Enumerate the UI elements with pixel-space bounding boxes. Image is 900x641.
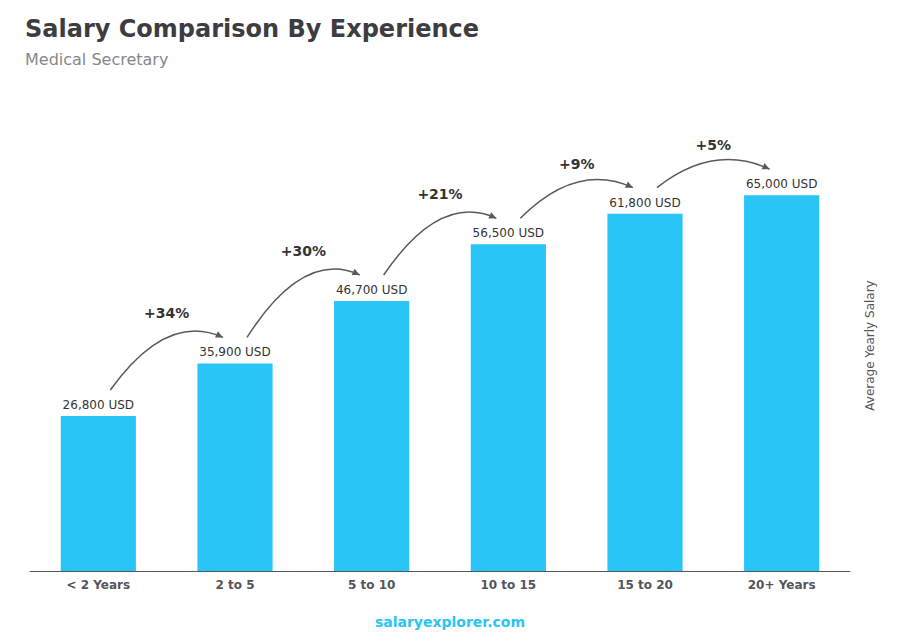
svg-text:5 to 10: 5 to 10 xyxy=(348,578,395,592)
svg-text:+21%: +21% xyxy=(417,186,462,202)
svg-text:+30%: +30% xyxy=(281,243,326,259)
svg-text:61,800 USD: 61,800 USD xyxy=(609,196,680,210)
svg-text:20+ Years: 20+ Years xyxy=(748,578,816,592)
svg-text:+9%: +9% xyxy=(559,156,595,172)
svg-text:+34%: +34% xyxy=(144,305,189,321)
svg-text:15 to 20: 15 to 20 xyxy=(617,578,673,592)
svg-text:+5%: +5% xyxy=(696,137,732,153)
svg-text:35,900 USD: 35,900 USD xyxy=(199,345,270,359)
svg-text:2 to 5: 2 to 5 xyxy=(215,578,254,592)
svg-text:56,500 USD: 56,500 USD xyxy=(473,226,544,240)
svg-text:26,800 USD: 26,800 USD xyxy=(63,398,134,412)
svg-text:65,000 USD: 65,000 USD xyxy=(746,177,817,191)
svg-text:salaryexplorer.com: salaryexplorer.com xyxy=(375,614,525,630)
svg-text:Salary Comparison By Experienc: Salary Comparison By Experience xyxy=(25,15,479,43)
svg-text:Medical Secretary: Medical Secretary xyxy=(25,50,168,69)
svg-text:10 to 15: 10 to 15 xyxy=(480,578,536,592)
svg-text:< 2 Years: < 2 Years xyxy=(67,578,131,592)
svg-text:46,700 USD: 46,700 USD xyxy=(336,283,407,297)
svg-text:Average Yearly Salary: Average Yearly Salary xyxy=(863,280,877,410)
